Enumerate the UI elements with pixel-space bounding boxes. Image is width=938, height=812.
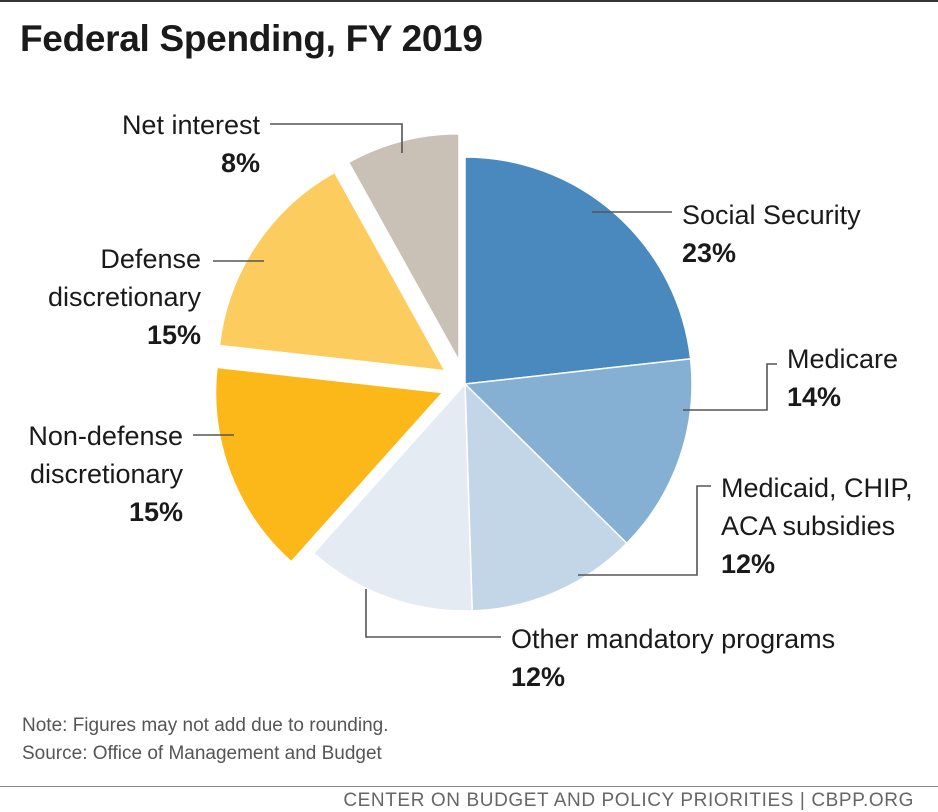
leader-line-medicare [683, 363, 777, 411]
slice-label-non-defense-discretionary: Non-defense [28, 421, 183, 451]
slice-label-net-interest: Net interest [122, 110, 261, 140]
chart-title: Federal Spending, FY 2019 [20, 18, 483, 59]
pie-slice-medicare [463, 358, 693, 545]
pie-slice-defense-discretionary [218, 171, 447, 372]
slice-label-other-mandatory-programs: Other mandatory programs [511, 624, 835, 654]
top-rule [0, 0, 938, 2]
slice-label-social-security: Social Security [682, 200, 861, 230]
slice-label-defense-discretionary: discretionary [48, 282, 202, 312]
slice-label-defense-discretionary: Defense [100, 244, 201, 274]
slice-labels: Social Security 23% Medicare 14% Medicaid, C… [28, 110, 912, 692]
slice-percent-social-security: 23% [682, 238, 736, 268]
slice-percent-other-mandatory-programs: 12% [511, 662, 565, 692]
slice-percent-defense-discretionary: 15% [147, 320, 201, 350]
slice-percent-medicaid-chip-aca-subsidies: 12% [721, 549, 775, 579]
source-note: Source: Office of Management and Budget [22, 743, 382, 764]
pie-slices [214, 133, 693, 612]
rounding-note: Note: Figures may not add due to roundin… [22, 715, 389, 736]
leader-line-net-interest [270, 123, 403, 153]
leader-line-other-mandatory-programs [365, 589, 501, 638]
slice-label-medicaid-chip-aca-subsidies: Medicaid, CHIP, [721, 473, 913, 503]
footer-credit: CENTER ON BUDGET AND POLICY PRIORITIES |… [343, 790, 914, 811]
slice-percent-non-defense-discretionary: 15% [129, 497, 183, 527]
pie-slice-other-mandatory-programs [312, 382, 473, 612]
pie-slice-medicaid-chip-aca-subsidies [464, 382, 628, 612]
slice-label-non-defense-discretionary: discretionary [30, 459, 184, 489]
pie-slice-non-defense-discretionary [214, 366, 445, 563]
leader-line-medicaid-chip-aca-subsidies [578, 485, 711, 576]
slice-percent-net-interest: 8% [221, 148, 260, 178]
leader-lines [193, 123, 777, 638]
slice-label-medicaid-chip-aca-subsidies: ACA subsidies [721, 511, 895, 541]
slice-label-medicare: Medicare [787, 344, 898, 374]
pie-slice-social-security [464, 156, 692, 385]
bottom-rule [0, 786, 938, 787]
slice-percent-medicare: 14% [787, 382, 841, 412]
